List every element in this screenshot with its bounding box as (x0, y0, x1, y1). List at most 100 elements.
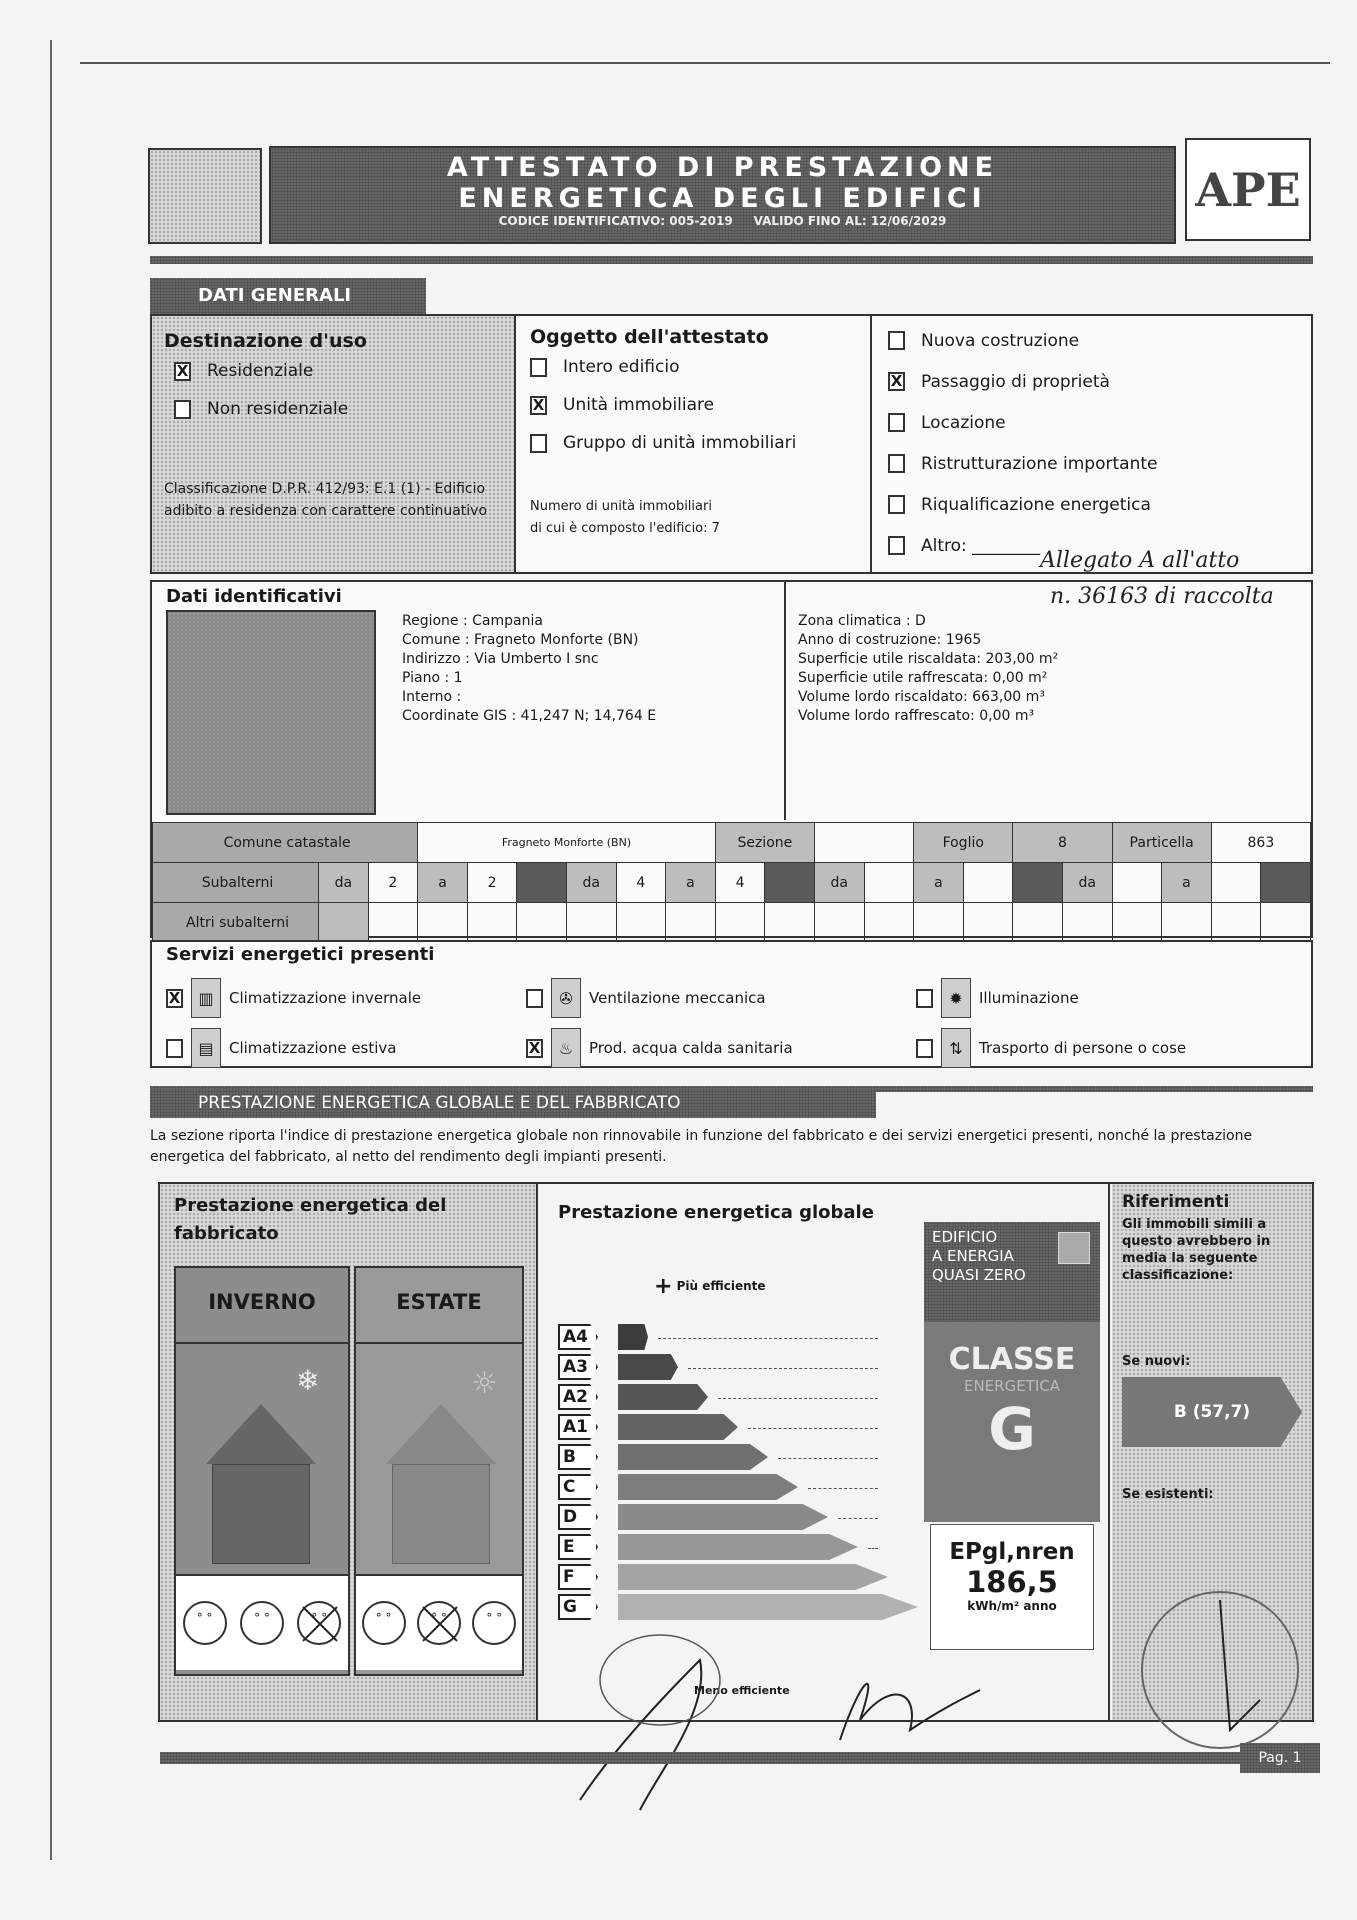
class-label-a2: A2 (558, 1384, 598, 1410)
option-label: Non residenziale (207, 399, 349, 419)
lamp-icon: ✹ (941, 978, 971, 1018)
info-line: Anno di costruzione: 1965 (798, 632, 982, 648)
option-motivo[interactable]: Locazione (888, 402, 1306, 443)
checkbox[interactable] (916, 1038, 933, 1058)
subalterno-cell: 2 (367, 862, 419, 903)
option-motivo[interactable]: Ristrutturazione importante (888, 443, 1306, 484)
subalterno-cell: 4 (714, 862, 766, 903)
class-line (748, 1428, 878, 1429)
subalterno-cell (962, 862, 1014, 903)
checkbox[interactable] (530, 357, 547, 377)
winter-house-icon: ❄ (176, 1344, 348, 1574)
servizio-item[interactable]: X ♨ Prod. acqua calda sanitaria (526, 1028, 793, 1068)
servizio-item[interactable]: ⇅ Trasporto di persone o cose (916, 1028, 1186, 1068)
option-motivo[interactable]: Nuova costruzione (888, 320, 1306, 361)
altri-cell (913, 902, 964, 943)
footer-rule (160, 1752, 1240, 1764)
option-non-residenziale[interactable]: Non residenziale (164, 390, 502, 428)
option-gruppo-unita[interactable]: Gruppo di unità immobiliari (530, 424, 858, 462)
checkbox[interactable] (174, 399, 191, 419)
servizio-item[interactable]: X ▥ Climatizzazione invernale (166, 978, 421, 1018)
servizio-item[interactable]: ✇ Ventilazione meccanica (526, 978, 766, 1018)
checkbox[interactable]: X (888, 372, 905, 391)
checkbox[interactable]: X (530, 395, 547, 415)
separator-cell (1260, 862, 1311, 903)
checkbox[interactable] (526, 988, 543, 1008)
checkbox[interactable] (916, 988, 933, 1008)
sezione-label: Sezione (714, 822, 815, 863)
altri-subalterni-label: Altri subalterni (152, 902, 319, 943)
altri-cell (813, 902, 865, 943)
class-label-a4: A4 (558, 1324, 598, 1350)
subalterno-cell: da (318, 862, 369, 903)
altri-cell (1161, 902, 1212, 943)
separator-cell (1012, 862, 1063, 903)
scan-edge (50, 40, 52, 1860)
divider (784, 582, 786, 820)
servizi-box: Servizi energetici presenti X ▥ Climatizza… (150, 940, 1313, 1068)
option-unita-immobiliare[interactable]: X Unità immobiliare (530, 386, 858, 424)
checkbox[interactable] (888, 454, 905, 473)
option-motivo[interactable]: Altro: ________ (888, 525, 1306, 566)
checkbox[interactable] (888, 536, 905, 555)
class-label-a1: A1 (558, 1414, 598, 1440)
info-line: Zona climatica : D (798, 613, 926, 629)
numero-unita-2: di cui è composto l'edificio: 7 (530, 521, 720, 536)
altri-cell (615, 902, 667, 943)
altri-cell (466, 902, 518, 943)
checkbox[interactable] (888, 495, 905, 514)
valido-value: 12/06/2029 (870, 214, 947, 228)
table-row: Comune catastale Fragneto Monforte (BN) Se… (151, 822, 1312, 863)
class-line (808, 1488, 878, 1489)
class-arrow-a4 (618, 1324, 648, 1350)
subalterno-cell: a (1161, 862, 1212, 903)
class-label-b: B (558, 1444, 598, 1470)
checkbox[interactable]: X (174, 361, 191, 381)
particella-label: Particella (1111, 822, 1212, 863)
subalterno-cell: 2 (466, 862, 518, 903)
option-label: Altro: ________ (921, 535, 1041, 556)
notary-stamp (1141, 1591, 1299, 1749)
option-motivo[interactable]: Riqualificazione energetica (888, 484, 1306, 525)
info-line: Volume lordo raffrescato: 0,00 m³ (798, 708, 1035, 724)
option-intero-edificio[interactable]: Intero edificio (530, 348, 858, 386)
checkbox[interactable] (888, 331, 905, 350)
nzeb-checkbox[interactable] (1058, 1232, 1090, 1264)
summer-house-icon: ☼ (356, 1344, 522, 1574)
logo-placeholder (148, 148, 262, 244)
location-info: Regione : Campania Comune : Fragneto Monf… (402, 612, 656, 726)
destinazione-title: Destinazione d'uso (164, 330, 367, 352)
checkbox[interactable]: X (526, 1038, 543, 1058)
altri-cell (565, 902, 617, 943)
classe-label: CLASSE (948, 1342, 1076, 1377)
riferimenti-text: Gli immobili simili a questo avrebbero i… (1122, 1217, 1271, 1283)
servizio-item[interactable]: ▤ Climatizzazione estiva (166, 1028, 396, 1068)
destinazione-section: Destinazione d'uso X Residenziale Non res… (152, 316, 516, 572)
option-label: Residenziale (207, 361, 314, 381)
classe-value: G (988, 1395, 1036, 1463)
option-label: Passaggio di proprietà (921, 371, 1110, 392)
codice-value: 005-2019 (669, 214, 733, 228)
checkbox[interactable] (166, 1038, 183, 1058)
servizio-item[interactable]: ✹ Illuminazione (916, 978, 1079, 1018)
checkbox[interactable] (888, 413, 905, 432)
nzeb-box: EDIFICIO A ENERGIA QUASI ZERO (924, 1222, 1100, 1322)
se-nuovi-label: Se nuovi: (1122, 1354, 1191, 1369)
subalterno-cell: a (665, 862, 716, 903)
nzeb-line: A ENERGIA (932, 1247, 1014, 1265)
option-residenziale[interactable]: X Residenziale (164, 352, 502, 390)
inverno-panel: INVERNO ❄ ° ° ° ° ° ° (174, 1266, 350, 1676)
estate-label: ESTATE (356, 1268, 522, 1344)
option-label: Locazione (921, 412, 1006, 433)
checkbox[interactable] (530, 433, 547, 453)
option-label: Intero edificio (563, 357, 680, 377)
checkbox[interactable]: X (166, 988, 183, 1008)
raccolta-annotation: n. 36163 di raccolta (1050, 584, 1274, 609)
option-label: Riqualificazione energetica (921, 494, 1151, 515)
subalterno-cell: da (565, 862, 617, 903)
class-arrow-a1 (618, 1414, 738, 1440)
servizio-label: Trasporto di persone o cose (979, 1039, 1187, 1057)
servizio-label: Climatizzazione invernale (229, 989, 422, 1007)
option-motivo[interactable]: X Passaggio di proprietà (888, 361, 1306, 402)
fabbricato-section: Prestazione energetica del fabbricato IN… (160, 1184, 538, 1720)
